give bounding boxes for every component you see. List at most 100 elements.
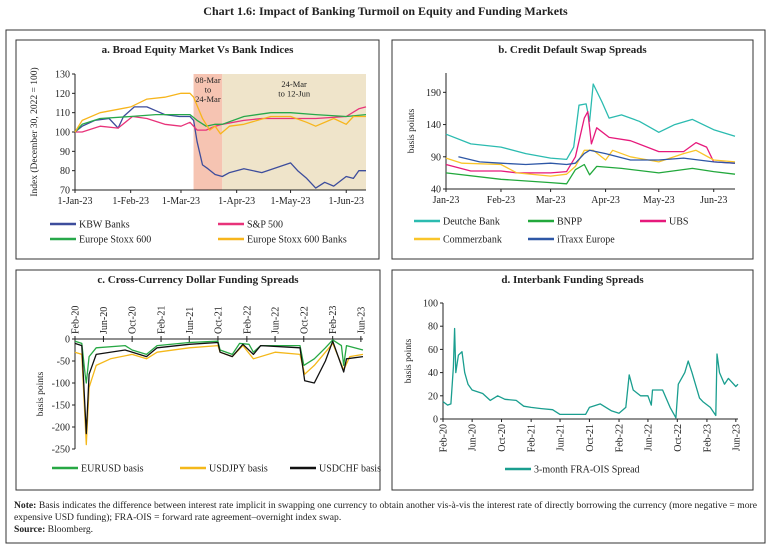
legend-label: Deutche Bank	[443, 217, 500, 228]
x-tick-label: Jun-22	[643, 424, 654, 451]
legend-item: S&P 500	[218, 220, 283, 231]
y-tick-label: -150	[52, 401, 70, 412]
x-tick-label: Feb-21	[527, 424, 538, 452]
series-line-s-p-500	[75, 106, 367, 133]
legend-item: Europe Stoxx 600 Banks	[218, 235, 347, 246]
x-tick-label: Jun-23	[356, 307, 367, 334]
y-tick-label: 120	[55, 89, 70, 100]
y-tick-label: 90	[431, 152, 441, 163]
legend-label: BNPP	[557, 217, 582, 228]
x-tick-label: Feb-20	[71, 306, 82, 334]
x-tick-label: Jan-23	[433, 195, 460, 206]
legend-label: UBS	[669, 217, 688, 228]
x-tick-label: Feb-22	[615, 424, 626, 452]
x-tick-label: Jun-23	[731, 424, 742, 451]
x-tick-label: 1-Mar-23	[162, 196, 200, 207]
y-tick-label: 0	[65, 335, 70, 346]
y-axis-label: Index (December 30, 2022 = 100)	[29, 67, 40, 196]
series-line-itraxx-europe	[458, 149, 736, 166]
x-tick-label: Oct-21	[585, 424, 596, 452]
legend-item: Deutche Bank	[414, 217, 500, 228]
panel-c: c. Cross-Currency Dollar Funding Spreads…	[15, 269, 381, 491]
x-tick-label: 1-Feb-23	[112, 196, 149, 207]
x-tick-label: Oct-22	[299, 306, 310, 334]
legend-item: USDJPY basis	[180, 464, 268, 475]
series-line-europe-stoxx-600	[74, 112, 367, 133]
y-tick-label: 130	[55, 70, 70, 81]
x-tick-label: Jun-20	[468, 424, 479, 451]
panel-border	[15, 39, 380, 260]
x-tick-label: Jun-23	[700, 195, 727, 206]
legend-item: UBS	[640, 217, 688, 228]
legend-label: S&P 500	[247, 220, 283, 231]
x-tick-label: Oct-20	[128, 306, 139, 334]
panel-b: b. Credit Default Swap Spreads 40 90 140 190…	[391, 39, 754, 260]
series-line-usdchf-basis	[74, 340, 364, 435]
note-label: Note:	[14, 500, 37, 511]
x-tick-label: Feb-23	[702, 424, 713, 452]
source-label: Source:	[14, 524, 46, 535]
legend-item: KBW Banks	[50, 220, 130, 231]
panel-title: c. Cross-Currency Dollar Funding Spreads	[97, 274, 299, 286]
y-tick-label: 70	[60, 186, 70, 197]
x-tick-label: Apr-23	[591, 195, 620, 206]
x-tick-label: Jun-21	[185, 307, 196, 334]
legend-item: Europe Stoxx 600	[50, 235, 151, 246]
legend-label: iTraxx Europe	[557, 235, 615, 246]
x-tick-label: Feb-21	[157, 306, 168, 334]
legend-item: Commerzbank	[414, 235, 502, 246]
x-tick-label: 1-Jun-23	[328, 196, 364, 207]
series-line-commerzbank	[445, 149, 736, 177]
shaded-region-label: 08-Mar to 24-Mar	[195, 75, 221, 104]
y-axis-label: basis points	[404, 338, 414, 383]
shaded-region-label: 24-Mar to 12-Jun	[278, 79, 311, 99]
series-line-bnpp	[445, 163, 736, 185]
x-tick-label: Oct-21	[213, 306, 224, 334]
x-tick-label: Jun-20	[99, 307, 110, 334]
figure-title: Chart 1.6: Impact of Banking Turmoil on …	[203, 4, 568, 18]
y-tick-label: 80	[60, 166, 70, 177]
y-tick-label: 90	[60, 147, 70, 158]
x-tick-label: Feb-22	[242, 306, 253, 334]
panel-border	[15, 269, 381, 491]
outer-frame	[5, 29, 766, 544]
y-tick-label: -200	[52, 423, 70, 434]
y-axis-label: basis points	[407, 108, 417, 153]
legend-label: USDJPY basis	[209, 464, 268, 475]
y-axis-label: basis points	[36, 371, 46, 416]
y-tick-label: 80	[428, 322, 438, 333]
legend-label: Europe Stoxx 600	[79, 235, 151, 246]
legend-item: BNPP	[528, 217, 582, 228]
legend-label: USDCHF basis	[319, 464, 381, 475]
x-tick-label: 1-Jan-23	[58, 196, 93, 207]
y-tick-label: 40	[428, 368, 438, 379]
shaded-region-label-line: 24-Mar	[195, 94, 221, 104]
panel-a: a. Broad Equity Market Vs Bank Indices 08…	[15, 39, 380, 260]
y-tick-label: 20	[428, 391, 438, 402]
y-tick-label: 60	[428, 345, 438, 356]
y-tick-label: 100	[55, 128, 70, 139]
shaded-region-label-line: 24-Mar	[281, 79, 307, 89]
panel-title: d. Interbank Funding Spreads	[501, 274, 644, 286]
note-text: Basis indicates the difference between i…	[14, 500, 757, 523]
series-line-deutche-bank	[445, 83, 736, 161]
legend-label: EURUSD basis	[81, 464, 144, 475]
x-tick-label: May-23	[643, 195, 675, 206]
shaded-region	[222, 74, 366, 190]
shaded-region-label-line: to	[205, 85, 212, 95]
series-line-eurusd-basis	[74, 339, 364, 384]
y-tick-label: 110	[55, 108, 70, 119]
x-tick-label: Jun-22	[271, 307, 282, 334]
panel-title: a. Broad Equity Market Vs Bank Indices	[102, 44, 295, 56]
y-tick-label: -100	[52, 379, 70, 390]
x-tick-label: Feb-20	[439, 424, 450, 452]
source-text: Bloomberg.	[47, 524, 94, 535]
legend-item: 3-month FRA-OIS Spread	[505, 465, 640, 476]
x-tick-label: Feb-23	[487, 195, 515, 206]
series-line-3-month-fra-ois-spread	[442, 327, 739, 419]
panel-d: d. Interbank Funding Spreads 0 20 40 60 80 100…	[391, 269, 754, 491]
panel-border	[391, 39, 754, 260]
legend-item: iTraxx Europe	[528, 235, 615, 246]
panel-border	[391, 269, 754, 491]
